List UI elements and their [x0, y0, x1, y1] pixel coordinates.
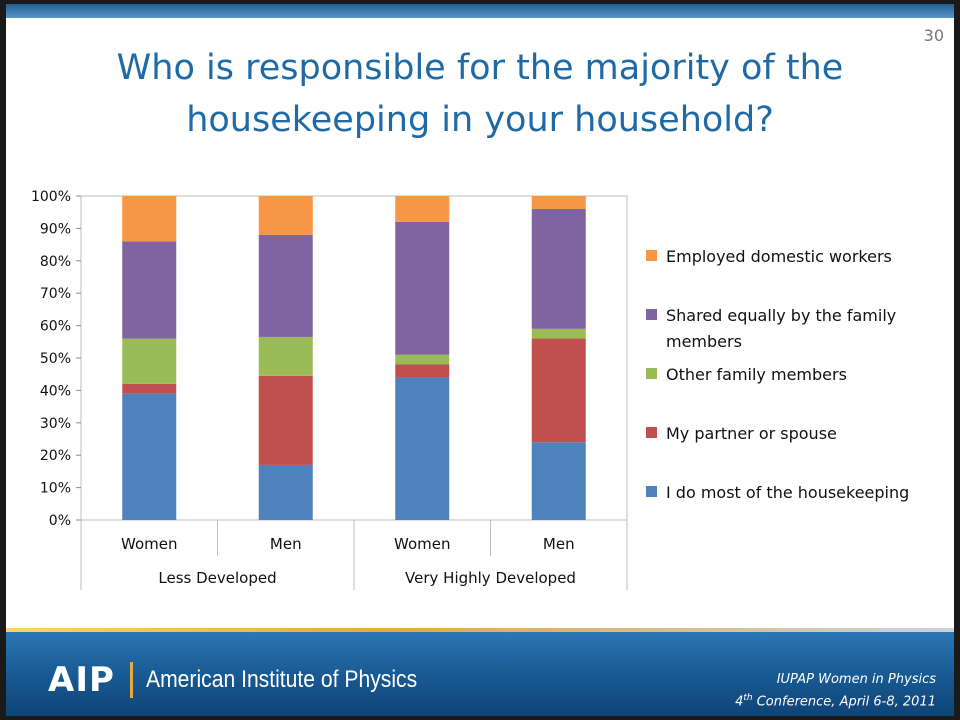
- legend-swatch: [646, 427, 657, 438]
- y-tick-label: 60%: [40, 319, 71, 335]
- bar-segment: [258, 234, 313, 337]
- bar-segment: [531, 196, 586, 209]
- conference-details: Conference, April 6-8, 2011: [752, 694, 936, 710]
- y-tick-label: 90%: [40, 221, 71, 237]
- bar-segment: [531, 338, 586, 443]
- y-tick-label: 40%: [40, 383, 71, 399]
- y-tick-label: 80%: [40, 254, 71, 270]
- bar-segment: [531, 328, 586, 339]
- bar-segment: [531, 442, 586, 520]
- bar-segment: [531, 208, 586, 329]
- conference-ordinal-suffix: th: [743, 693, 753, 703]
- footer-banner: AIP American Institute of Physics IUPAP …: [6, 632, 954, 716]
- legend-label: I do most of the housekeeping: [666, 483, 910, 502]
- logo-divider: [130, 662, 133, 698]
- y-tick-label: 100%: [31, 189, 71, 205]
- conference-ordinal: 4: [735, 694, 744, 710]
- legend-label: Employed domestic workers: [666, 247, 892, 266]
- x-category-label: Men: [543, 535, 575, 553]
- y-tick-label: 70%: [40, 286, 71, 302]
- slide-title: Who is responsible for the majority of t…: [6, 42, 954, 146]
- legend-label: Shared equally by the family members: [666, 306, 897, 351]
- y-tick-label: 50%: [40, 351, 71, 367]
- bar-segment: [395, 377, 450, 520]
- bar-segment: [258, 196, 313, 235]
- aip-logo: AIP: [48, 660, 115, 700]
- x-group-label: Less Developed: [158, 569, 276, 587]
- x-group-label: Very Highly Developed: [405, 569, 576, 587]
- x-category-label: Women: [121, 535, 177, 553]
- bar-segment: [122, 338, 177, 384]
- conference-line-2: 4th Conference, April 6-8, 2011: [735, 689, 936, 711]
- bar-segment: [122, 241, 177, 339]
- organization-name: American Institute of Physics: [146, 666, 418, 693]
- y-tick-label: 20%: [40, 448, 71, 464]
- bar-segment: [258, 375, 313, 465]
- x-category-label: Women: [394, 535, 450, 553]
- title-line-2: housekeeping in your household?: [186, 100, 774, 140]
- top-band: [6, 4, 954, 18]
- legend-label: Other family members: [666, 365, 847, 384]
- legend-label: My partner or spouse: [666, 424, 837, 443]
- y-tick-label: 10%: [40, 481, 71, 497]
- bar-segment: [395, 364, 450, 378]
- legend-swatch: [646, 368, 657, 379]
- y-tick-label: 30%: [40, 416, 71, 432]
- conference-line-1: IUPAP Women in Physics: [776, 672, 936, 687]
- page-number: 30: [923, 26, 944, 45]
- bar-segment: [122, 383, 177, 394]
- bar-segment: [395, 196, 450, 222]
- title-line-1: Who is responsible for the majority of t…: [116, 48, 844, 88]
- bar-segment: [395, 221, 450, 355]
- legend-swatch: [646, 309, 657, 320]
- conference-info: IUPAP Women in Physics 4th Conference, A…: [735, 670, 936, 711]
- bar-segment: [122, 393, 177, 520]
- legend-swatch: [646, 250, 657, 261]
- legend-swatch: [646, 486, 657, 497]
- stacked-bar-chart: 0% 10% 20% 30% 40% 50% 60% 70% 80% 90% 100% Women Me…: [31, 189, 628, 590]
- slide: 30 Who is responsible for the majority o…: [6, 4, 954, 716]
- footer-stripe: [6, 628, 954, 634]
- bar-segment: [258, 336, 313, 376]
- bar-segment: [258, 464, 313, 520]
- y-tick-label: 0%: [49, 513, 71, 529]
- bar-segment: [122, 196, 177, 242]
- x-category-label: Men: [270, 535, 302, 553]
- bar-segment: [395, 354, 450, 365]
